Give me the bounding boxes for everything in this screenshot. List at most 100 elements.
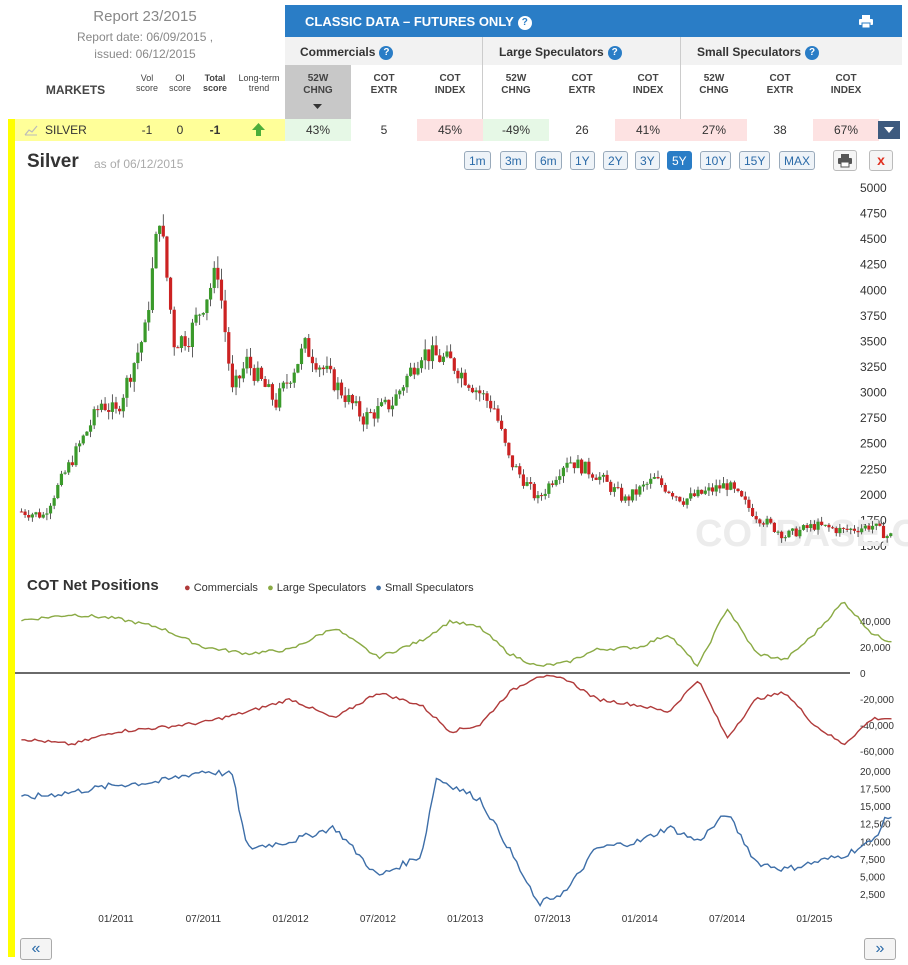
candle [132, 363, 136, 382]
candle [30, 514, 34, 518]
close-chart-button[interactable]: x [869, 150, 893, 171]
candle [34, 512, 38, 515]
y-tick-label: 2750 [860, 411, 887, 425]
sub-column-header[interactable]: 52W CHNG [681, 73, 747, 97]
range-button-10y[interactable]: 10Y [700, 151, 732, 170]
range-button-3y[interactable]: 3Y [635, 151, 660, 170]
candle [580, 459, 584, 474]
candle [85, 431, 89, 436]
candle [721, 483, 726, 489]
range-button-2y[interactable]: 2Y [603, 151, 628, 170]
sub-header-line2: EXTR [370, 85, 398, 96]
candle [805, 525, 809, 528]
candle [107, 410, 111, 412]
value-cell: 67% [813, 119, 879, 141]
range-button-6m[interactable]: 6m [535, 151, 562, 170]
y-tick-label: 3750 [860, 309, 887, 323]
table-row[interactable]: SILVER -1 0 -1 43% 5 45% -49% 26 41% 27% 38 67% [0, 119, 908, 142]
candle [820, 521, 824, 525]
sub-column-header[interactable]: COT EXTR [549, 73, 615, 97]
candle [743, 496, 747, 500]
trend-header[interactable]: Long-term trend [234, 73, 284, 93]
legend-small-speculators[interactable]: Small Speculators [384, 582, 474, 594]
range-button-1m[interactable]: 1m [464, 151, 491, 170]
issued-date: issued: 06/12/2015 [94, 47, 196, 61]
oi-score-header[interactable]: OI score [162, 73, 198, 93]
candle [227, 332, 231, 364]
candle [314, 363, 318, 370]
candle [176, 347, 180, 349]
candle [481, 393, 485, 395]
candle [518, 466, 522, 475]
candle [303, 338, 307, 349]
candle [620, 487, 624, 501]
candle [463, 372, 467, 386]
sub-column-header[interactable]: COT INDEX [615, 73, 681, 97]
y-tick-label: 1500 [860, 539, 887, 553]
candle [372, 412, 376, 419]
candle [223, 300, 227, 333]
candle [780, 531, 784, 539]
y-tick-label: 12,500 [860, 820, 891, 831]
legend-commercials[interactable]: Commercials [193, 582, 258, 594]
candle [376, 406, 380, 419]
range-button-max[interactable]: MAX [779, 151, 816, 170]
candle [885, 536, 889, 539]
candle [667, 491, 671, 493]
candle [681, 501, 686, 505]
sub-column-header[interactable]: COT EXTR [747, 73, 813, 97]
net-positions-chart[interactable]: 40,000 20,000 0 -20,000 -40,000 -60,000 20,000… [15, 600, 908, 932]
price-chart[interactable]: 1500175020002250250027503000325035003750… [15, 178, 908, 563]
candle [150, 268, 154, 311]
help-icon[interactable]: ? [607, 45, 622, 60]
vol-h1: Vol [140, 73, 154, 83]
candle [649, 478, 653, 484]
help-icon[interactable]: ? [379, 45, 394, 60]
candle [605, 474, 609, 482]
vol-score-header[interactable]: Vol score [128, 73, 166, 93]
range-button-3m[interactable]: 3m [500, 151, 527, 170]
column-header: MARKETS Vol score OI score Total score Long… [0, 65, 908, 119]
sub-header-line2: INDEX [830, 85, 862, 96]
sub-column-header[interactable]: COT INDEX [417, 73, 483, 97]
candle [336, 382, 340, 391]
prev-page-button[interactable]: « [20, 938, 52, 960]
sub-header-line2: CHNG [501, 85, 531, 96]
chart-asof: as of 06/12/2015 [94, 157, 184, 171]
range-button-1y[interactable]: 1Y [570, 151, 595, 170]
candle [809, 524, 813, 528]
candle [700, 489, 704, 494]
candle [860, 528, 864, 533]
legend-large-speculators[interactable]: Large Speculators [276, 582, 367, 594]
candle [459, 372, 464, 379]
candle [645, 483, 649, 485]
total-score: -1 [209, 123, 221, 137]
candle [812, 524, 816, 530]
net-positions-legend: ● Commercials ● Large Speculators ● Smal… [184, 582, 474, 594]
help-icon[interactable]: ? [805, 45, 820, 60]
candle [674, 496, 678, 498]
candle [299, 348, 304, 365]
candle [128, 377, 133, 382]
print-icon[interactable] [858, 14, 874, 29]
sub-column-header[interactable]: 52W CHNG [483, 73, 549, 97]
chart-icon[interactable] [24, 124, 38, 136]
sub-header-line1: 52W [703, 73, 725, 84]
candle [601, 474, 606, 477]
row-dropdown-button[interactable] [878, 121, 900, 139]
sub-column-header[interactable]: 52W CHNG [285, 73, 351, 97]
help-icon[interactable]: ? [517, 15, 532, 30]
candle [321, 367, 325, 370]
divider [680, 37, 681, 119]
sub-column-header[interactable]: COT INDEX [813, 73, 879, 97]
sub-column-header[interactable]: COT EXTR [351, 73, 417, 97]
next-page-button[interactable]: » [864, 938, 896, 960]
candle [514, 466, 518, 468]
total-score-header[interactable]: Total score [196, 73, 234, 93]
market-name[interactable]: SILVER [45, 123, 87, 137]
range-button-15y[interactable]: 15Y [739, 151, 771, 170]
chart-print-button[interactable] [833, 150, 857, 171]
candle [325, 365, 329, 370]
candle [740, 491, 744, 497]
range-button-5y[interactable]: 5Y [667, 151, 692, 170]
